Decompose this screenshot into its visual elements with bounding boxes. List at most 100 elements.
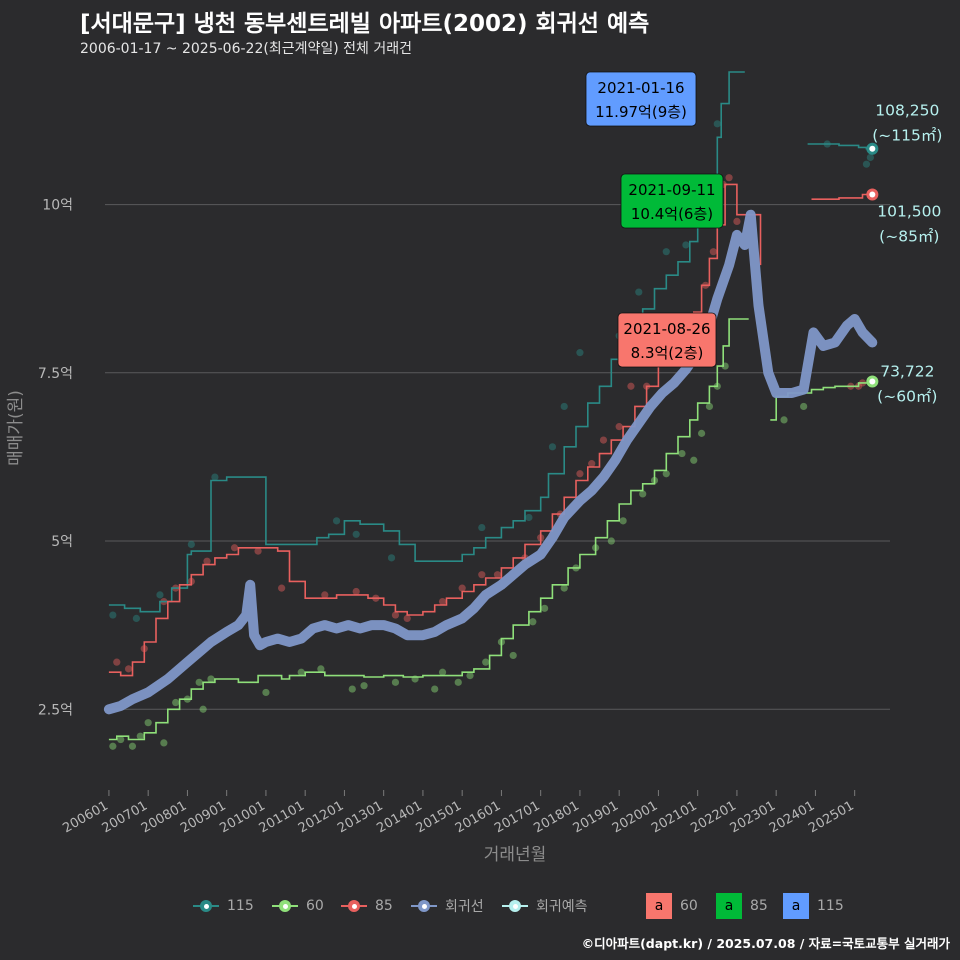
end-label-value: 108,250 (875, 102, 939, 120)
scatter-point-85 (230, 544, 239, 552)
y-axis-title: 매매가(원) (6, 390, 26, 466)
scatter-point-60 (662, 470, 670, 478)
scatter-point-85 (478, 571, 486, 579)
x-tick-label: 202501 (806, 798, 856, 836)
scatter-point-60 (262, 688, 270, 697)
scatter-point-60 (297, 668, 305, 676)
callouts: 2021-01-16 11.97억(9층) 2021-09-11 10.4억(6층) 2… (585, 71, 724, 368)
scatter-point-60 (529, 618, 537, 626)
scatter-point-115 (576, 349, 584, 357)
end-label-value: 73,722 (880, 363, 934, 381)
scatter-point-85 (615, 423, 623, 431)
scatter-point-115 (109, 611, 117, 619)
scatter-point-85 (599, 436, 608, 444)
callout-value: 8.3억(2층) (631, 344, 704, 362)
scatter-point-60 (639, 490, 647, 498)
scatter-point-85 (627, 382, 635, 390)
footer-credit: ©디아파트(dapt.kr) / 2025.07.08 / 자료=국토교통부 실… (581, 936, 950, 951)
scatter-point-115 (478, 523, 486, 532)
legend-label-115: 115 (227, 898, 254, 914)
scatter-point-60 (482, 658, 490, 666)
scatter-point-115 (862, 160, 871, 168)
scatter-point-85 (709, 248, 717, 256)
scatter-point-85 (124, 665, 133, 673)
grid-layer (105, 204, 890, 710)
regression-line (103, 209, 878, 715)
y-tick-label: 10억 (42, 198, 73, 214)
scatter-point-115 (332, 517, 341, 525)
legend-box-label-115: 115 (817, 898, 844, 914)
series-line-115-recent (807, 143, 873, 150)
end-label-area: (~85㎡) (879, 227, 939, 245)
end-label-area: (~60㎡) (877, 388, 937, 406)
series-line-85 (108, 183, 762, 677)
scatter-point-60 (607, 537, 615, 545)
page-title: [서대문구] 냉천 동부센트레빌 아파트(2002) 회귀선 예측 (80, 11, 650, 37)
legend-label-60: 60 (306, 898, 324, 914)
scatter-point-60 (391, 678, 400, 686)
scatter-point-60 (172, 698, 180, 707)
scatter-point-60 (136, 732, 144, 740)
y-tick-label: 7.5억 (38, 366, 73, 382)
legend-label-regression: 회귀선 (445, 899, 484, 915)
legend-item-prediction: 회귀예측 (502, 893, 588, 919)
scatter-point-85 (588, 460, 596, 468)
scatter-point-60 (454, 678, 462, 686)
scatter-point-60 (109, 742, 117, 750)
scatter-point-60 (144, 719, 152, 727)
scatter-point-85 (278, 584, 286, 592)
scatter-point-60 (690, 456, 698, 464)
x-axis-title: 거래년월 (484, 845, 547, 865)
scatter-point-115 (866, 153, 874, 162)
scatter-point-115 (525, 513, 533, 522)
scatter-point-85 (733, 217, 741, 226)
callout-box (585, 71, 697, 127)
scatter-point-85 (438, 597, 447, 606)
scatter-point-60 (698, 429, 706, 437)
scatter-point-115 (187, 540, 195, 548)
scatter-point-60 (438, 668, 447, 676)
scatter-point-115 (132, 614, 140, 623)
scatter-point-115 (352, 530, 360, 538)
series-lines (103, 71, 878, 741)
legend-item-regression: 회귀선 (411, 893, 484, 919)
legend-box-label-60: 60 (680, 898, 698, 914)
end-label-area: (~115㎡) (872, 127, 942, 145)
legend-box-label-85: 85 (750, 898, 768, 914)
legend-box-swatch-115: a (783, 893, 809, 919)
scatter-point-60 (800, 402, 808, 411)
scatter-point-60 (360, 682, 368, 690)
scatter-point-85 (725, 174, 733, 182)
scatter-point-60 (431, 685, 439, 693)
scatter-point-85 (352, 587, 360, 596)
scatter-point-60 (619, 517, 627, 525)
scatter-point-115 (387, 554, 396, 562)
scatter-point-85 (576, 470, 584, 478)
scatter-point-60 (780, 416, 788, 424)
scatter-point-115 (156, 591, 164, 599)
scatter-point-115 (560, 402, 568, 411)
series-line-115 (108, 71, 745, 613)
scatter-point-60 (705, 402, 714, 411)
callout-date: 2021-01-16 (597, 79, 684, 97)
x-axis-ticks: 2006012007012008012009012010012011012012… (60, 790, 857, 836)
scatter-point-60 (128, 742, 137, 750)
page-subtitle: 2006-01-17 ~ 2025-06-22(최근계약일) 전체 거래건 (80, 41, 412, 57)
callout-date: 2021-09-11 (628, 181, 715, 199)
series-line-85-recent (811, 193, 873, 200)
callout-box (620, 173, 724, 229)
y-tick-label: 5억 (51, 534, 73, 550)
scatter-point-85 (254, 547, 262, 555)
callout-date: 2021-08-26 (623, 320, 710, 338)
legend-label-85: 85 (375, 898, 393, 914)
callout-value: 11.97억(9층) (595, 103, 687, 121)
end-label-value: 101,500 (877, 202, 941, 220)
scatter-point-60 (117, 735, 125, 744)
end-markers: 108,250 (~115㎡) 101,500 (~85㎡) 73,722 (~60㎡) (866, 102, 942, 406)
legend: 115 60 85 회귀선 회귀예측 a 60 a 85 a 115 (0, 893, 960, 919)
scatter-point-115 (662, 248, 670, 256)
scatter-point-115 (713, 120, 721, 128)
callout-box (617, 312, 717, 368)
legend-item-115: 115 (193, 893, 254, 919)
